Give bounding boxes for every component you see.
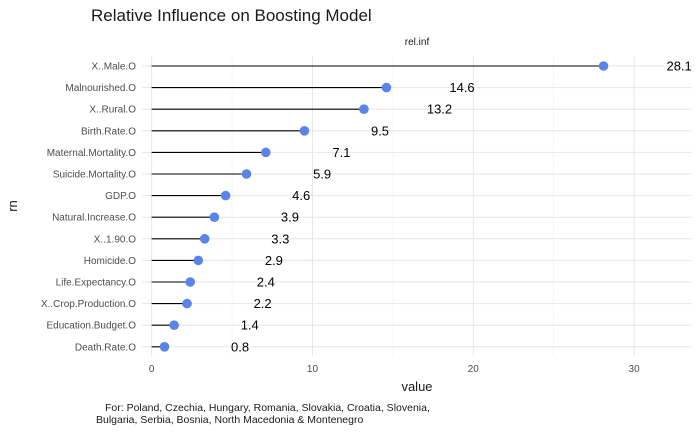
lollipop-point <box>185 277 196 287</box>
x-tick-labels: 0 10 20 30 <box>149 364 640 375</box>
lollipop-point <box>209 212 220 222</box>
value-label: 1.4 <box>241 318 259 333</box>
value-label: 9.5 <box>371 123 389 138</box>
value-label: 28.1 <box>666 59 691 74</box>
y-tick-label: Suicide.Mortality.O <box>53 170 136 181</box>
lollipop-point <box>261 147 271 158</box>
lollipop-point <box>381 82 392 93</box>
data-marks: 28.1 14.6 13.2 9.5 7.15.94.6 3.9 3.3 2.9 2.4 2.2 1… <box>151 59 692 354</box>
y-tick-label: Life.Expectancy.O <box>56 278 137 289</box>
y-tick-label: Death.Rate.O <box>75 342 136 353</box>
lollipop-point <box>299 126 310 136</box>
y-tick-labels: X..Male.O Malnourished.O X..Rural.O Birth.R… <box>41 62 136 354</box>
x-tick-label: 20 <box>468 364 480 375</box>
caption: For: Poland, Czechia, Hungary, Romania, … <box>96 402 430 426</box>
lollipop-point <box>241 169 252 179</box>
lollipop-point <box>598 61 609 71</box>
y-tick-label: Birth.Rate.O <box>81 126 136 137</box>
value-label: 7.1 <box>332 145 350 160</box>
y-tick-label: X..Crop.Production.O <box>41 299 136 310</box>
value-label: 2.4 <box>257 275 275 290</box>
caption-line-2: Bulgaria, Serbia, Bosnia, North Macedoni… <box>96 414 364 426</box>
facet-strip-label: rel.inf <box>405 37 430 48</box>
y-tick-label: Education.Budget.O <box>46 321 136 332</box>
y-tick-label: Maternal.Mortality.O <box>47 148 137 159</box>
x-tick-label: 0 <box>149 364 155 375</box>
value-label: 14.6 <box>449 80 474 95</box>
lollipop-point <box>169 320 179 331</box>
grid <box>142 56 692 356</box>
x-axis-title: value <box>401 379 432 394</box>
x-tick-label: 10 <box>307 364 319 375</box>
y-tick-label: X..Rural.O <box>89 105 136 116</box>
value-label: 5.9 <box>313 167 331 182</box>
lollipop-point <box>193 255 204 266</box>
lollipop-point <box>199 234 210 244</box>
value-label: 4.6 <box>292 188 310 203</box>
y-tick-label: Homicide.O <box>84 256 136 267</box>
y-tick-label: Natural.Increase.O <box>52 213 136 224</box>
y-tick-label: Malnourished.O <box>65 83 136 94</box>
value-label: 2.9 <box>265 253 283 268</box>
lollipop-point <box>182 298 192 309</box>
lollipop-point <box>359 104 369 114</box>
value-label: 3.9 <box>281 210 299 225</box>
lollipop-point <box>220 190 231 201</box>
value-label: 2.2 <box>254 296 272 311</box>
y-tick-label: X..1.90.O <box>94 234 136 245</box>
chart-title: Relative Influence on Boosting Model <box>91 6 372 25</box>
y-tick-label: GDP.O <box>105 191 136 202</box>
value-label: 3.3 <box>271 231 289 246</box>
x-tick-label: 30 <box>629 364 641 375</box>
value-label: 0.8 <box>231 339 249 354</box>
y-axis-title: rn <box>5 200 20 212</box>
caption-line-1: For: Poland, Czechia, Hungary, Romania, … <box>105 402 430 414</box>
value-label: 13.2 <box>427 102 452 117</box>
y-tick-label: X..Male.O <box>92 62 137 73</box>
lollipop-point <box>159 342 170 352</box>
